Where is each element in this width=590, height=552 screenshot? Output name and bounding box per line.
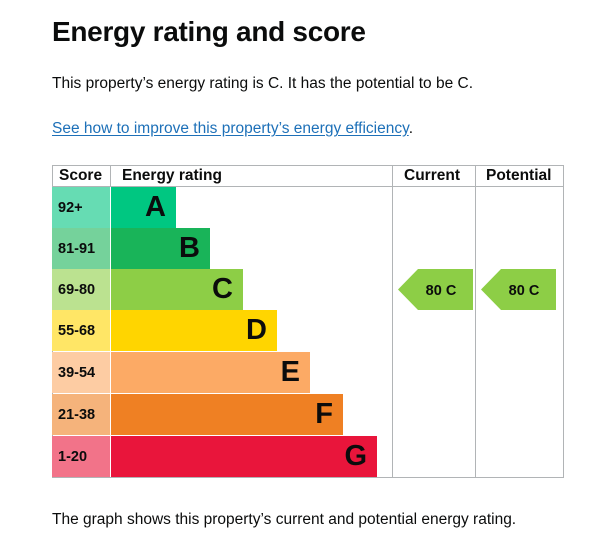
- band-bar-a: A: [111, 187, 176, 228]
- band-letter-a: A: [145, 191, 166, 223]
- band-bar-g: G: [111, 436, 377, 477]
- current-arrow-shape: [398, 269, 473, 310]
- current-rating-label: 80 C: [426, 283, 457, 299]
- band-bar-e: E: [111, 352, 310, 393]
- band-bar-d: D: [111, 310, 277, 351]
- header-divider: [52, 186, 564, 187]
- band-bar-f: F: [111, 394, 343, 435]
- score-column-divider: [110, 165, 111, 187]
- graph-explanation: The graph shows this property’s current …: [52, 511, 517, 528]
- rating-summary: This property’s energy rating is C. It h…: [52, 75, 474, 92]
- score-range-d: 55-68: [52, 310, 110, 351]
- current-rating-arrow: 80 C: [398, 269, 473, 310]
- band-bar-c: C: [111, 269, 243, 310]
- band-letter-d: D: [246, 314, 267, 346]
- energy-rating-graph: Score Energy rating Current Potential 92…: [52, 165, 564, 478]
- potential-column-divider: [475, 165, 476, 478]
- band-letter-f: F: [315, 398, 333, 430]
- band-letter-g: G: [344, 440, 367, 472]
- band-letter-b: B: [179, 232, 200, 264]
- potential-rating-arrow: 80 C: [481, 269, 556, 310]
- improve-efficiency-link[interactable]: See how to improve this property’s energ…: [52, 120, 409, 137]
- page-title: Energy rating and score: [52, 16, 366, 47]
- graph-border-right: [563, 165, 564, 478]
- header-score: Score: [59, 167, 103, 184]
- improve-line: See how to improve this property’s energ…: [52, 119, 413, 139]
- graph-border-top: [52, 165, 564, 166]
- header-current: Current: [404, 167, 460, 184]
- band-letter-c: C: [212, 273, 233, 305]
- potential-arrow-shape: [481, 269, 556, 310]
- score-range-b: 81-91: [52, 228, 110, 269]
- current-column-divider: [392, 165, 393, 478]
- header-energy-rating: Energy rating: [122, 167, 222, 184]
- score-range-f: 21-38: [52, 394, 110, 435]
- score-range-g: 1-20: [52, 436, 110, 477]
- graph-border-bottom: [52, 477, 564, 478]
- score-range-c: 69-80: [52, 269, 110, 310]
- header-potential: Potential: [486, 167, 552, 184]
- score-range-e: 39-54: [52, 352, 110, 393]
- improve-link-suffix: .: [408, 120, 413, 137]
- score-range-a: 92+: [52, 187, 110, 228]
- potential-rating-label: 80 C: [509, 283, 540, 299]
- band-letter-e: E: [280, 356, 300, 388]
- band-bar-b: B: [111, 228, 210, 269]
